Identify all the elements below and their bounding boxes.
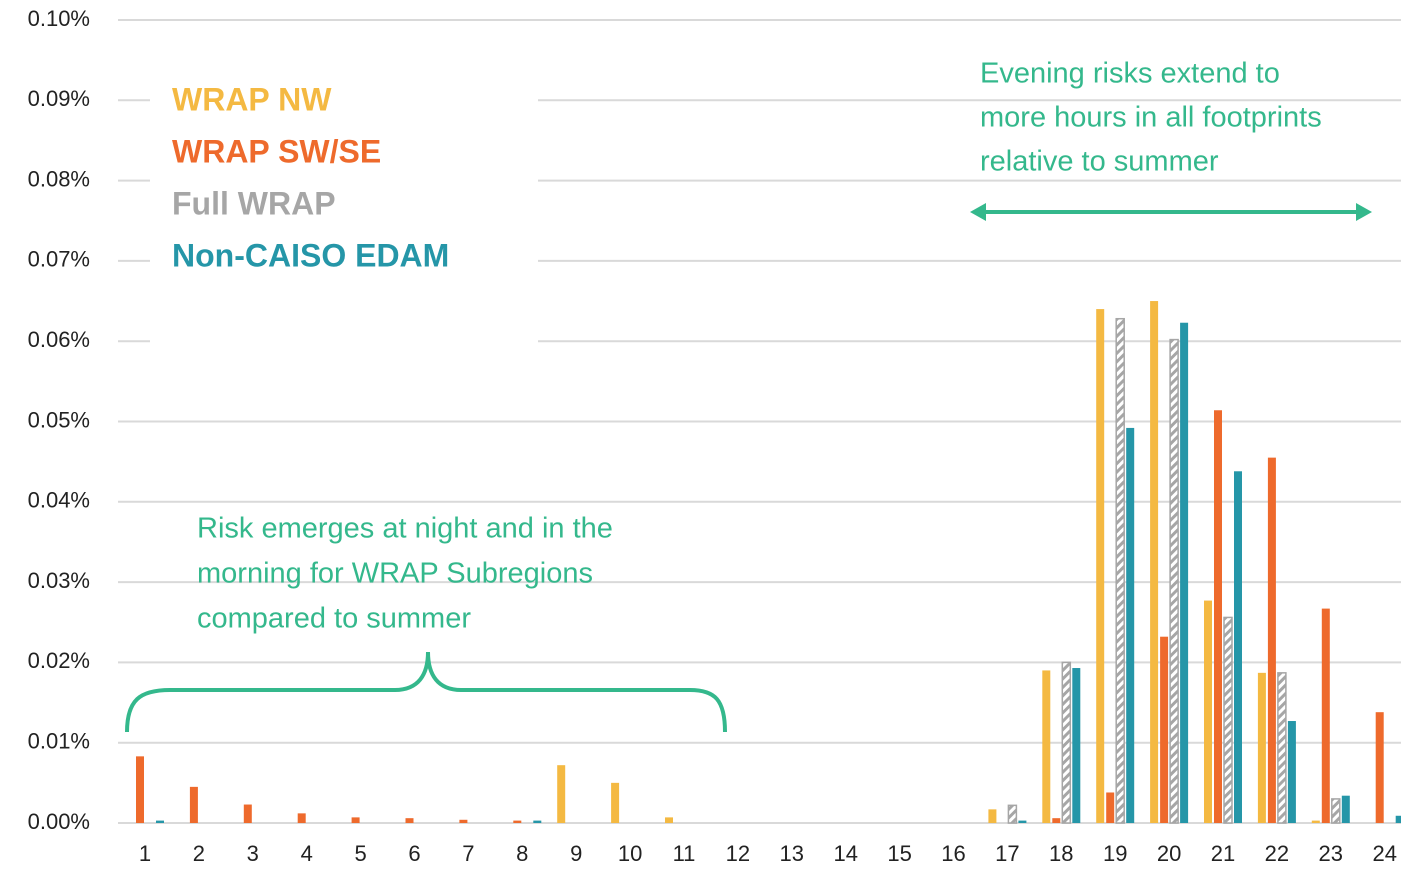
bar — [557, 765, 566, 823]
bar — [1072, 668, 1081, 823]
legend-label: WRAP SW/SE — [172, 133, 381, 169]
bar — [1321, 608, 1330, 823]
x-tick-label: 21 — [1211, 841, 1235, 866]
x-tick-label: 19 — [1103, 841, 1127, 866]
bar — [1331, 798, 1341, 824]
x-tick-label: 23 — [1319, 841, 1343, 866]
bar — [156, 820, 164, 823]
bar — [1257, 672, 1266, 823]
x-tick-label: 15 — [887, 841, 911, 866]
y-tick-label: 0.09% — [28, 86, 90, 111]
legend-label: Non-CAISO EDAM — [172, 237, 449, 273]
bar — [1018, 820, 1027, 823]
x-tick-label: 8 — [516, 841, 528, 866]
bar — [1160, 636, 1169, 823]
x-tick-label: 1 — [139, 841, 151, 866]
y-tick-label: 0.04% — [28, 488, 90, 513]
x-tick-label: 5 — [354, 841, 366, 866]
bar — [1375, 712, 1384, 823]
y-tick-label: 0.10% — [28, 6, 90, 31]
bar — [243, 804, 252, 823]
legend-label: WRAP NW — [172, 81, 332, 117]
bar — [1223, 616, 1233, 824]
x-tick-label: 13 — [780, 841, 804, 866]
x-tick-label: 9 — [570, 841, 582, 866]
y-tick-label: 0.00% — [28, 809, 90, 834]
bar — [533, 820, 542, 823]
legend-background — [150, 86, 538, 348]
x-tick-label: 10 — [618, 841, 642, 866]
bar — [665, 817, 673, 823]
x-tick-label: 4 — [301, 841, 313, 866]
bar — [1042, 670, 1051, 823]
x-tick-label: 17 — [995, 841, 1019, 866]
x-tick-label: 12 — [726, 841, 750, 866]
bar — [1180, 322, 1189, 823]
double-arrow — [970, 203, 1372, 221]
x-tick-label: 7 — [462, 841, 474, 866]
x-tick-label: 11 — [673, 841, 696, 866]
bar — [136, 756, 144, 823]
y-tick-label: 0.06% — [28, 327, 90, 352]
x-tick-label: 16 — [941, 841, 965, 866]
x-tick-label: 14 — [833, 841, 857, 866]
x-tick-label: 6 — [408, 841, 420, 866]
annotation: compared to summer — [197, 603, 471, 635]
bar — [513, 820, 522, 823]
x-tick-label: 3 — [247, 841, 259, 866]
x-tick-label: 2 — [193, 841, 205, 866]
y-tick-label: 0.03% — [28, 568, 90, 593]
bar — [1106, 792, 1115, 823]
y-tick-label: 0.08% — [28, 166, 90, 191]
bar — [459, 819, 468, 823]
x-tick-label: 18 — [1049, 841, 1073, 866]
y-tick-label: 0.01% — [28, 729, 90, 754]
bar — [297, 813, 306, 823]
bar — [1341, 795, 1350, 823]
bar — [1007, 804, 1018, 824]
bar — [1395, 815, 1401, 823]
bar — [351, 817, 360, 823]
bar — [1115, 317, 1125, 824]
bar — [1169, 338, 1179, 824]
annotation: morning for WRAP Subregions — [197, 558, 593, 590]
bar — [611, 782, 620, 823]
bar — [988, 809, 997, 823]
bar — [1234, 471, 1242, 823]
brace — [125, 651, 727, 733]
bar — [405, 818, 414, 823]
y-tick-label: 0.05% — [28, 407, 90, 432]
annotation: Risk emerges at night and in the — [197, 513, 613, 545]
bar — [1267, 457, 1276, 823]
bar — [1150, 301, 1159, 823]
x-tick-label: 20 — [1157, 841, 1181, 866]
y-tick-label: 0.02% — [28, 648, 90, 673]
x-tick-label: 24 — [1372, 841, 1396, 866]
bar — [1214, 410, 1222, 823]
bar — [1204, 600, 1212, 823]
x-tick-label: 22 — [1265, 841, 1289, 866]
legend-label: Full WRAP — [172, 185, 336, 221]
y-tick-label: 0.07% — [28, 247, 90, 272]
bar — [189, 786, 198, 823]
annotation: Evening risks extend to — [980, 58, 1280, 90]
bar — [1287, 721, 1296, 823]
bar — [1126, 427, 1135, 823]
bar — [1052, 818, 1061, 823]
annotation: relative to summer — [980, 146, 1219, 178]
bar — [1061, 661, 1072, 824]
bar — [1277, 672, 1287, 824]
bar — [1096, 309, 1105, 824]
bar — [1311, 820, 1320, 823]
annotation: more hours in all footprints — [980, 102, 1322, 134]
